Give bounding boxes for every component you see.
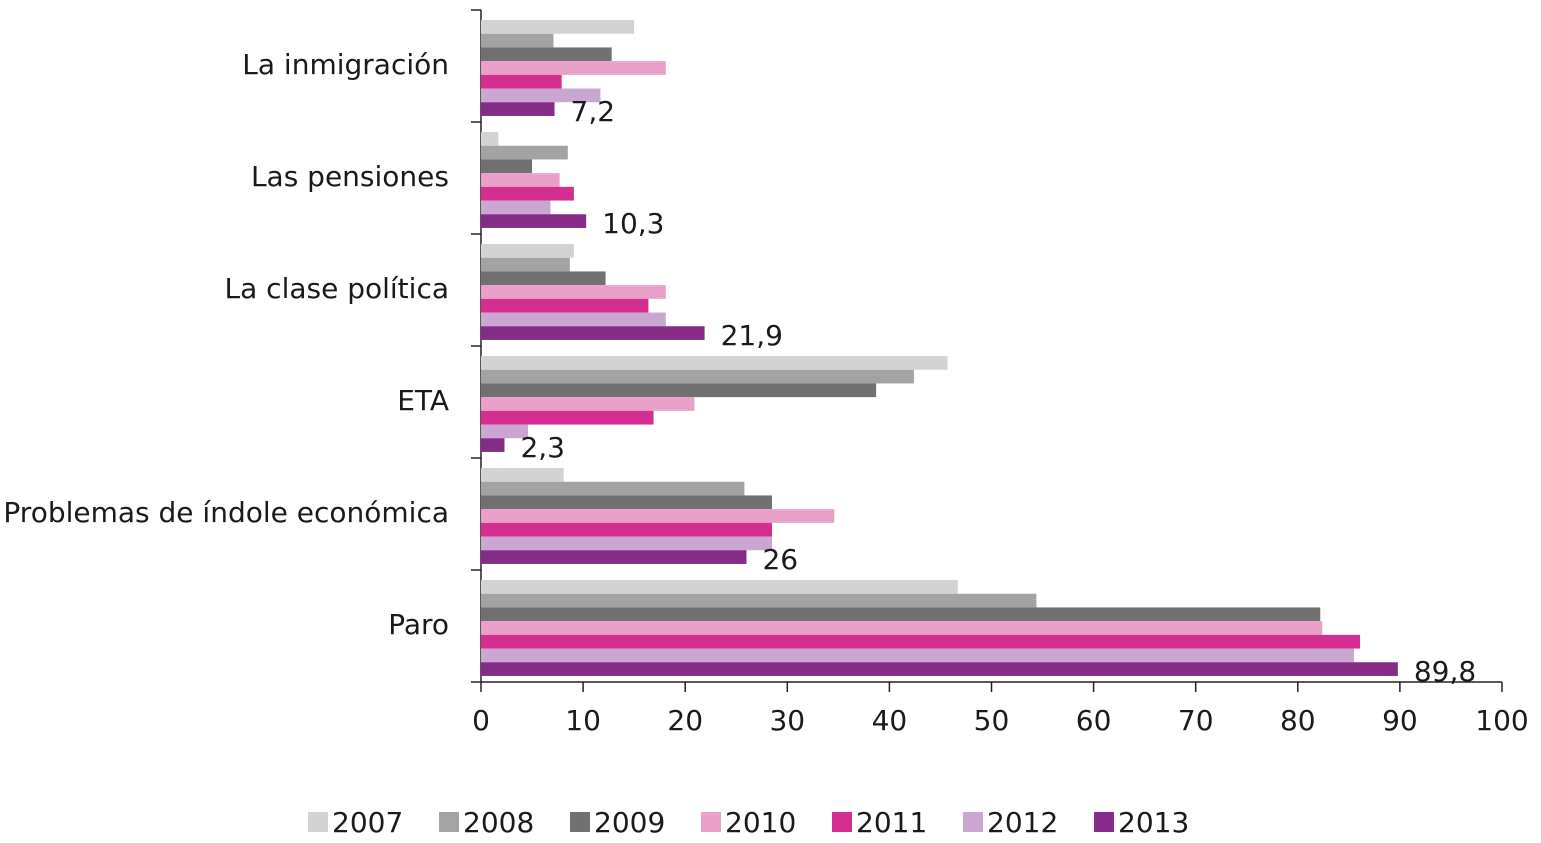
data-label: 2,3 — [520, 431, 565, 464]
bar — [481, 481, 745, 496]
bar — [481, 356, 948, 370]
y-tick-label: La clase política — [225, 272, 449, 305]
bar — [481, 200, 551, 215]
bar — [481, 536, 772, 551]
bar — [481, 186, 574, 201]
x-tick-label: 10 — [565, 704, 601, 737]
x-tick-label: 30 — [769, 704, 805, 737]
bar — [481, 20, 635, 34]
legend-label: 2011 — [856, 806, 927, 839]
bar — [481, 424, 528, 439]
bar — [481, 271, 606, 286]
x-tick-label: 60 — [1076, 704, 1112, 737]
bar — [481, 61, 666, 75]
bar — [481, 593, 1037, 608]
bar — [481, 102, 555, 116]
legend-label: 2008 — [463, 806, 534, 839]
y-tick-label: Problemas de índole económica — [3, 496, 449, 529]
bar — [481, 621, 1323, 635]
bar — [481, 550, 747, 564]
bar — [481, 132, 499, 146]
legend-swatch — [701, 812, 721, 832]
bar — [481, 244, 574, 258]
bar — [481, 214, 587, 228]
data-label: 10,3 — [602, 207, 664, 240]
bar — [481, 438, 505, 452]
bar — [481, 580, 958, 594]
bar — [481, 634, 1361, 649]
bar — [481, 74, 562, 89]
legend-swatch — [308, 812, 328, 832]
bar — [481, 522, 772, 537]
x-tick-label: 100 — [1475, 704, 1528, 737]
bar — [481, 88, 601, 103]
x-tick-label: 90 — [1382, 704, 1418, 737]
data-label: 26 — [762, 543, 798, 576]
bar — [481, 33, 554, 48]
bar — [481, 47, 612, 62]
bar — [481, 397, 695, 411]
bar — [481, 257, 570, 272]
bar — [481, 285, 666, 299]
legend-label: 2013 — [1118, 806, 1189, 839]
legend-swatch — [439, 812, 459, 832]
bar — [481, 509, 835, 523]
data-label: 89,8 — [1414, 655, 1476, 688]
legend-label: 2012 — [987, 806, 1058, 839]
legend-swatch — [832, 812, 852, 832]
x-tick-label: 70 — [1178, 704, 1214, 737]
legend-swatch — [1094, 812, 1114, 832]
y-tick-label: ETA — [397, 384, 449, 417]
bar — [481, 468, 564, 482]
y-tick-label: Paro — [388, 608, 449, 641]
legend-label: 2007 — [332, 806, 403, 839]
x-tick-label: 40 — [872, 704, 908, 737]
bar — [481, 607, 1321, 622]
data-label: 7,2 — [571, 95, 616, 128]
y-tick-label: La inmigración — [242, 48, 449, 81]
bar — [481, 662, 1398, 676]
bar — [481, 495, 772, 510]
bar — [481, 145, 568, 160]
bar — [481, 326, 705, 340]
bar — [481, 173, 560, 187]
bar — [481, 312, 666, 327]
legend-label: 2010 — [725, 806, 796, 839]
x-tick-label: 80 — [1280, 704, 1316, 737]
bar — [481, 383, 877, 398]
legend-label: 2009 — [594, 806, 665, 839]
x-tick-label: 20 — [667, 704, 703, 737]
legend-swatch — [963, 812, 983, 832]
bar — [481, 298, 649, 313]
data-label: 21,9 — [721, 319, 783, 352]
bar — [481, 648, 1354, 663]
y-tick-label: Las pensiones — [251, 160, 449, 193]
bar — [481, 159, 533, 174]
legend-swatch — [570, 812, 590, 832]
x-tick-label: 0 — [472, 704, 490, 737]
bar — [481, 410, 654, 425]
bar — [481, 369, 914, 384]
x-tick-label: 50 — [974, 704, 1010, 737]
